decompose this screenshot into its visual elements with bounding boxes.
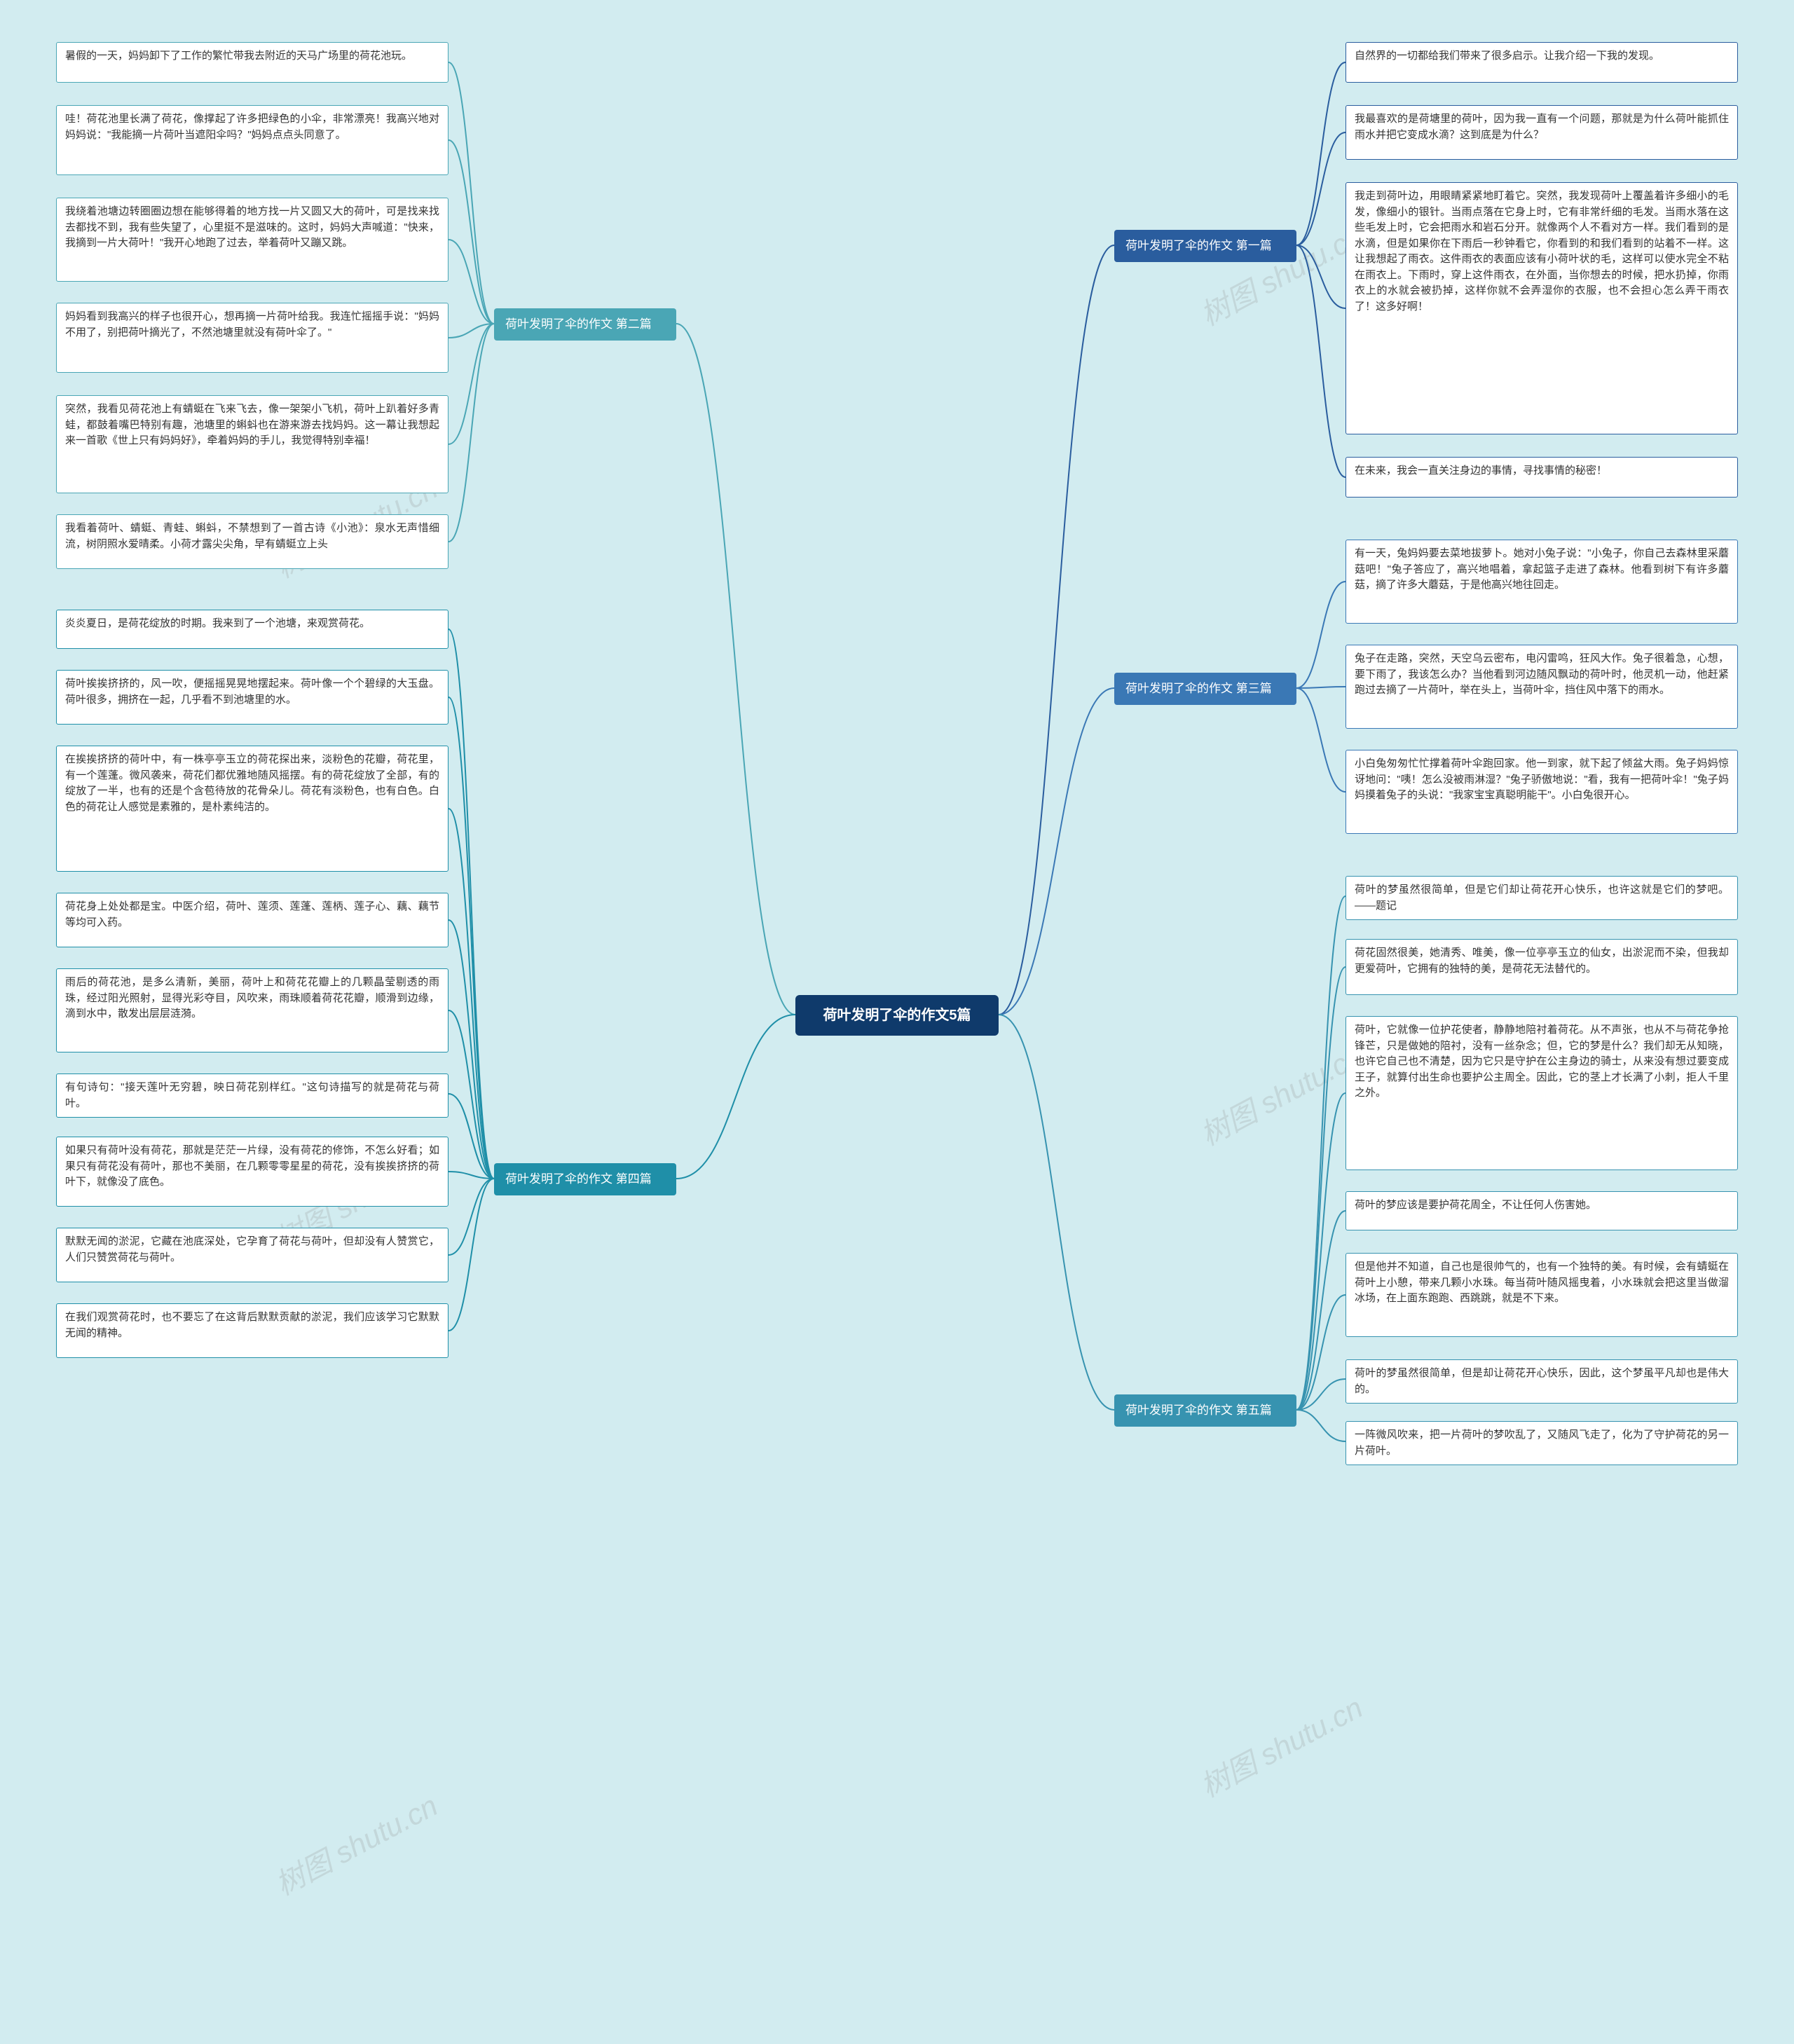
leaf-node[interactable]: 荷叶的梦虽然很简单，但是它们却让荷花开心快乐，也许这就是它们的梦吧。——题记: [1346, 876, 1738, 920]
mindmap-canvas: 树图 shutu.cn树图 shutu.cn树图 shutu.cn树图 shut…: [0, 0, 1794, 2044]
root-node[interactable]: 荷叶发明了伞的作文5篇: [795, 995, 999, 1036]
leaf-node[interactable]: 我最喜欢的是荷塘里的荷叶，因为我一直有一个问题，那就是为什么荷叶能抓住雨水并把它…: [1346, 105, 1738, 160]
leaf-node[interactable]: 兔子在走路，突然，天空乌云密布，电闪雷鸣，狂风大作。兔子很着急，心想，要下雨了，…: [1346, 645, 1738, 729]
leaf-node[interactable]: 在挨挨挤挤的荷叶中，有一株亭亭玉立的荷花探出来，淡粉色的花瓣，荷花里，有一个莲蓬…: [56, 746, 448, 872]
leaf-node[interactable]: 暑假的一天，妈妈卸下了工作的繁忙带我去附近的天马广场里的荷花池玩。: [56, 42, 448, 83]
watermark: 树图 shutu.cn: [1192, 1685, 1369, 1806]
leaf-node[interactable]: 我看着荷叶、蜻蜓、青蛙、蝌蚪，不禁想到了一首古诗《小池》：泉水无声惜细流，树阴照…: [56, 514, 448, 569]
leaf-node[interactable]: 荷叶，它就像一位护花使者，静静地陪衬着荷花。从不声张，也从不与荷花争抢锋芒，只是…: [1346, 1016, 1738, 1170]
leaf-node[interactable]: 荷叶的梦虽然很简单，但是却让荷花开心快乐，因此，这个梦虽平凡却也是伟大的。: [1346, 1359, 1738, 1404]
branch-node[interactable]: 荷叶发明了伞的作文 第五篇: [1114, 1394, 1296, 1427]
leaf-node[interactable]: 我走到荷叶边，用眼睛紧紧地盯着它。突然，我发现荷叶上覆盖着许多细小的毛发，像细小…: [1346, 182, 1738, 434]
leaf-node[interactable]: 突然，我看见荷花池上有蜻蜓在飞来飞去，像一架架小飞机，荷叶上趴着好多青蛙，都鼓着…: [56, 395, 448, 493]
leaf-node[interactable]: 有一天，兔妈妈要去菜地拔萝卜。她对小兔子说："小兔子，你自己去森林里采蘑菇吧！"…: [1346, 540, 1738, 624]
leaf-node[interactable]: 自然界的一切都给我们带来了很多启示。让我介绍一下我的发现。: [1346, 42, 1738, 83]
leaf-node[interactable]: 一阵微风吹来，把一片荷叶的梦吹乱了，又随风飞走了，化为了守护荷花的另一片荷叶。: [1346, 1421, 1738, 1465]
branch-node[interactable]: 荷叶发明了伞的作文 第二篇: [494, 308, 676, 341]
watermark: 树图 shutu.cn: [1192, 1033, 1369, 1154]
watermark: 树图 shutu.cn: [267, 1783, 444, 1904]
leaf-node[interactable]: 雨后的荷花池，是多么清新，美丽，荷叶上和荷花花瓣上的几颗晶莹剔透的雨珠，经过阳光…: [56, 968, 448, 1052]
leaf-node[interactable]: 有句诗句："接天莲叶无穷碧，映日荷花别样红。"这句诗描写的就是荷花与荷叶。: [56, 1074, 448, 1118]
branch-node[interactable]: 荷叶发明了伞的作文 第四篇: [494, 1163, 676, 1195]
leaf-node[interactable]: 哇！荷花池里长满了荷花，像撑起了许多把绿色的小伞，非常漂亮！我高兴地对妈妈说："…: [56, 105, 448, 175]
leaf-node[interactable]: 荷叶的梦应该是要护荷花周全，不让任何人伤害她。: [1346, 1191, 1738, 1230]
leaf-node[interactable]: 如果只有荷叶没有荷花，那就是茫茫一片绿，没有荷花的修饰，不怎么好看；如果只有荷花…: [56, 1137, 448, 1207]
branch-node[interactable]: 荷叶发明了伞的作文 第三篇: [1114, 673, 1296, 705]
leaf-node[interactable]: 炎炎夏日，是荷花绽放的时期。我来到了一个池塘，来观赏荷花。: [56, 610, 448, 649]
leaf-node[interactable]: 荷叶挨挨挤挤的，风一吹，便摇摇晃晃地摆起来。荷叶像一个个碧绿的大玉盘。荷叶很多，…: [56, 670, 448, 725]
leaf-node[interactable]: 我绕着池塘边转圈圈边想在能够得着的地方找一片又圆又大的荷叶，可是找来找去都找不到…: [56, 198, 448, 282]
leaf-node[interactable]: 妈妈看到我高兴的样子也很开心，想再摘一片荷叶给我。我连忙摇摇手说："妈妈不用了，…: [56, 303, 448, 373]
leaf-node[interactable]: 在我们观赏荷花时，也不要忘了在这背后默默贡献的淤泥，我们应该学习它默默无闻的精神…: [56, 1303, 448, 1358]
leaf-node[interactable]: 但是他并不知道，自己也是很帅气的，也有一个独特的美。有时候，会有蜻蜓在荷叶上小憩…: [1346, 1253, 1738, 1337]
leaf-node[interactable]: 在未来，我会一直关注身边的事情，寻找事情的秘密！: [1346, 457, 1738, 498]
leaf-node[interactable]: 荷花身上处处都是宝。中医介绍，荷叶、莲须、莲蓬、莲柄、莲子心、藕、藕节等均可入药…: [56, 893, 448, 947]
leaf-node[interactable]: 默默无闻的淤泥，它藏在池底深处，它孕育了荷花与荷叶，但却没有人赞赏它，人们只赞赏…: [56, 1228, 448, 1282]
leaf-node[interactable]: 小白兔匆匆忙忙撑着荷叶伞跑回家。他一到家，就下起了倾盆大雨。兔子妈妈惊讶地问："…: [1346, 750, 1738, 834]
leaf-node[interactable]: 荷花固然很美，她清秀、唯美，像一位亭亭玉立的仙女，出淤泥而不染，但我却更爱荷叶，…: [1346, 939, 1738, 995]
branch-node[interactable]: 荷叶发明了伞的作文 第一篇: [1114, 230, 1296, 262]
